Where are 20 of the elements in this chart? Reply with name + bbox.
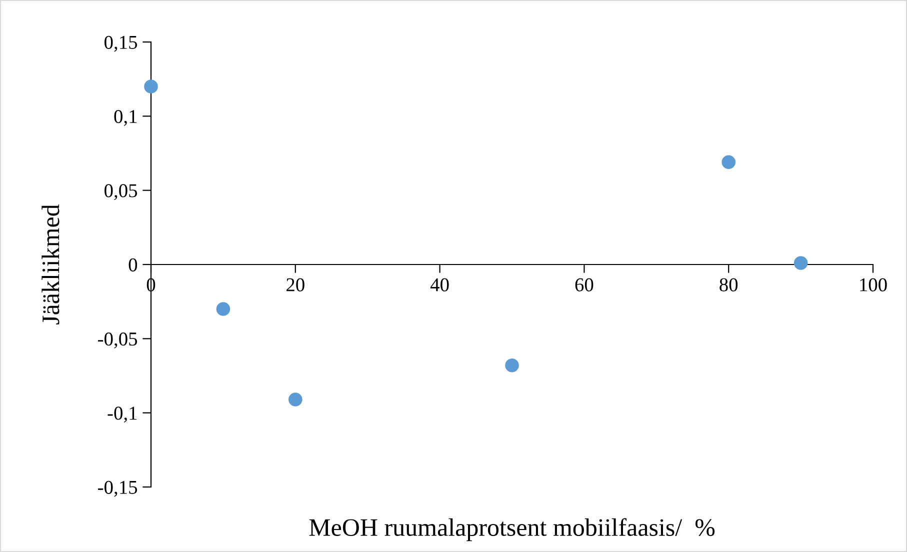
point bbox=[216, 302, 230, 316]
x-tick-label: 80 bbox=[720, 278, 738, 292]
y-tick-label: 0 bbox=[128, 258, 138, 272]
point bbox=[722, 155, 736, 170]
y-tick-label: 0,05 bbox=[104, 184, 138, 200]
point bbox=[794, 256, 808, 270]
point bbox=[505, 358, 519, 372]
y-tick-label: 0,1 bbox=[114, 110, 137, 126]
y-axis-title: Jääkliikmed bbox=[42, 204, 60, 324]
x-tick-label: 100 bbox=[860, 278, 887, 292]
x-axis-title: MeOH ruumalaprotsent mobiilfaasis/ % bbox=[309, 518, 715, 542]
point bbox=[288, 392, 302, 406]
x-tick-label: 60 bbox=[575, 278, 594, 292]
x-tick-label: 40 bbox=[430, 278, 449, 292]
x-tick-label: 20 bbox=[286, 278, 304, 292]
y-tick-label: -0,15 bbox=[98, 480, 138, 497]
point bbox=[144, 80, 158, 94]
y-tick-label: -0,05 bbox=[98, 332, 138, 348]
y-tick-label: 0,15 bbox=[104, 36, 138, 52]
y-tick-label: -0,1 bbox=[108, 406, 137, 423]
